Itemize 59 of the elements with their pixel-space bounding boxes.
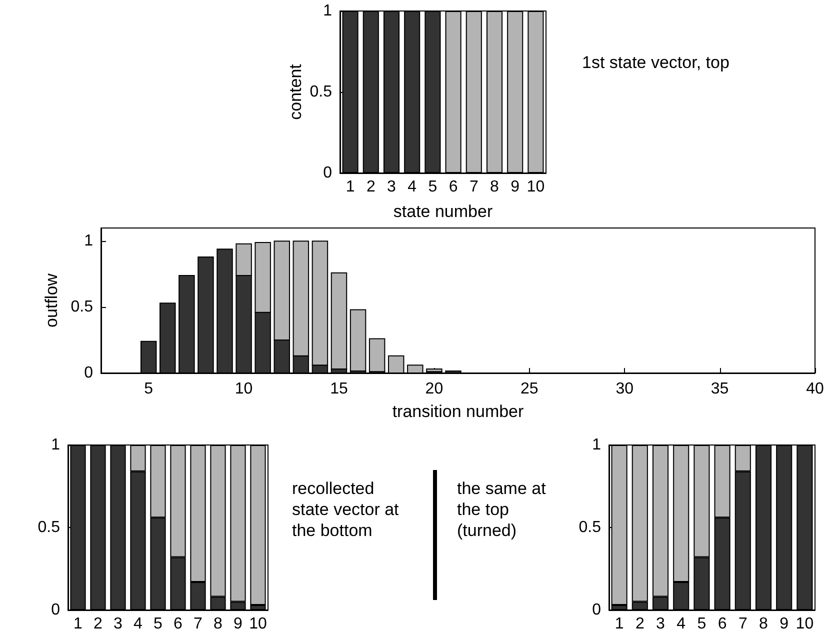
x-tick-label: 8 [490, 178, 500, 196]
x-tick-label: 4 [408, 178, 417, 196]
x-tick-label: 9 [234, 616, 243, 632]
x-axis-title: state number [393, 202, 493, 221]
y-axis-title: outflow [42, 272, 61, 328]
x-tick-label: 6 [448, 178, 458, 196]
y-tick-label: 1 [84, 232, 94, 250]
x-tick-label: 20 [425, 380, 444, 398]
x-tick-label: 5 [428, 178, 438, 196]
x-tick-label: 35 [710, 380, 729, 398]
x-tick-label: 2 [94, 616, 103, 632]
x-tick-label: 8 [759, 616, 768, 632]
x-tick-label: 1 [74, 616, 83, 632]
y-tick-label: 0.5 [310, 84, 332, 100]
y-tick-label: 0 [51, 602, 60, 618]
x-tick-label: 2 [635, 616, 644, 632]
x-tick-label: 2 [366, 178, 376, 196]
x-tick-label: 9 [510, 178, 520, 196]
x-tick-label: 3 [387, 178, 396, 196]
y-axis-title: content [286, 64, 305, 120]
x-tick-label: 10 [234, 380, 253, 398]
text: recollected state vector at the bottom [292, 478, 400, 541]
y-tick-label: 0.5 [70, 298, 94, 316]
y-tick-label: 0 [592, 602, 602, 618]
bar [350, 309, 366, 372]
y-tick-label: 0 [84, 364, 94, 382]
text: 1st state vector, top [582, 52, 730, 73]
x-tick-label: 10 [249, 616, 267, 632]
text: the same at the top (turned) [457, 478, 547, 541]
y-tick-label: 1 [592, 436, 602, 454]
x-tick-label: 5 [154, 616, 163, 632]
y-tick-label: 1 [323, 2, 332, 20]
x-tick-label: 6 [718, 616, 727, 632]
x-tick-label: 1 [346, 178, 355, 196]
y-tick-label: 0.5 [38, 519, 60, 536]
x-tick-label: 7 [738, 616, 748, 632]
x-tick-label: 7 [469, 178, 478, 196]
x-tick-label: 15 [330, 380, 348, 398]
x-tick-label: 4 [134, 616, 143, 632]
y-tick-label: 0 [323, 164, 332, 182]
x-tick-label: 1 [614, 616, 624, 632]
x-tick-label: 3 [656, 616, 666, 632]
x-tick-label: 3 [114, 616, 123, 632]
y-tick-label: 1 [51, 436, 60, 454]
x-tick-label: 5 [697, 616, 706, 632]
x-tick-label: 5 [144, 380, 154, 398]
x-tick-label: 10 [796, 616, 814, 632]
x-tick-label: 10 [526, 178, 545, 196]
x-tick-label: 30 [616, 380, 634, 398]
x-tick-label: 8 [214, 616, 223, 632]
x-tick-label: 4 [676, 616, 686, 632]
bar [330, 272, 348, 370]
x-axis-title: transition number [392, 402, 524, 421]
x-tick-label: 7 [194, 616, 203, 632]
x-tick-label: 6 [174, 616, 183, 632]
x-tick-label: 40 [806, 380, 824, 398]
x-tick-label: 9 [780, 616, 789, 632]
y-tick-label: 0.5 [578, 519, 602, 536]
x-tick-label: 25 [520, 380, 538, 398]
